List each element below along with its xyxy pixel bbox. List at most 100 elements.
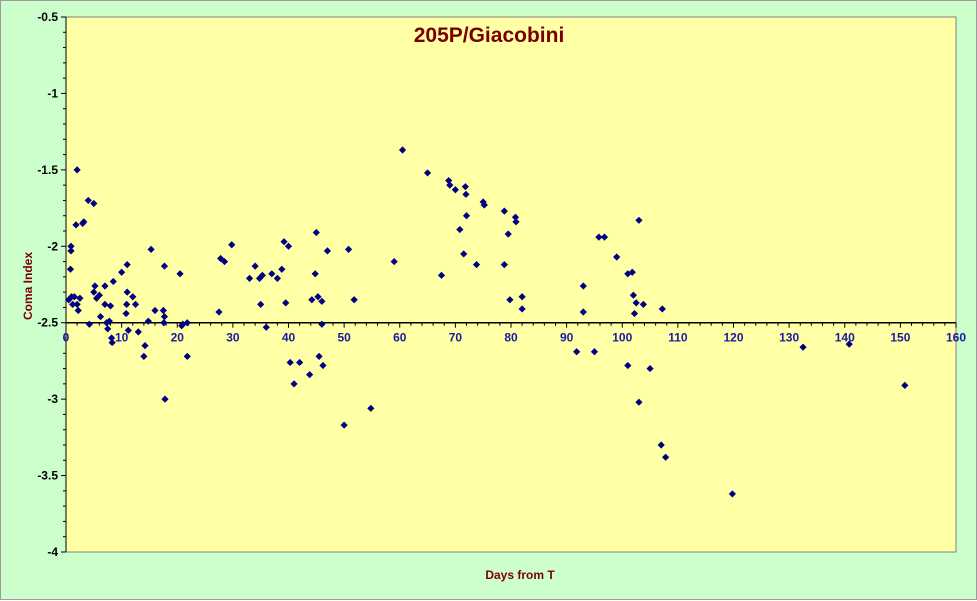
data-point — [319, 361, 327, 370]
data-point — [456, 225, 464, 234]
data-point — [318, 297, 326, 305]
data-point — [268, 270, 276, 278]
data-point — [73, 166, 81, 174]
data-point — [282, 299, 290, 307]
x-tick-label: 130 — [779, 331, 799, 345]
data-point — [95, 291, 103, 299]
data-point — [462, 190, 470, 198]
data-point — [662, 453, 670, 461]
data-point — [123, 300, 131, 308]
data-point — [635, 398, 643, 406]
data-point — [129, 293, 137, 301]
data-point — [632, 299, 640, 307]
y-ticks: -0.5 -1 -1.5 -2 -2.5 -3 -3.5 -4 — [37, 10, 66, 559]
data-point — [579, 308, 587, 316]
x-tick-label: 160 — [946, 331, 966, 345]
data-point — [340, 421, 348, 429]
data-point — [262, 323, 270, 331]
y-tick-label: -1.5 — [37, 163, 58, 177]
x-tick-label: 80 — [504, 331, 518, 345]
data-point — [123, 261, 131, 269]
y-tick-label: -3 — [47, 392, 58, 406]
data-point — [628, 268, 636, 276]
data-point — [311, 270, 319, 278]
data-point — [658, 305, 666, 313]
data-point — [635, 216, 643, 224]
y-tick-label: -2 — [47, 239, 58, 253]
data-point — [728, 490, 736, 498]
data-point — [74, 306, 82, 315]
data-point — [118, 268, 126, 276]
data-point — [799, 343, 807, 351]
data-point — [73, 300, 81, 308]
data-point — [646, 364, 654, 373]
data-point — [500, 261, 508, 269]
data-point — [461, 183, 469, 191]
data-point — [84, 196, 92, 205]
data-point — [296, 358, 304, 367]
data-point — [76, 294, 84, 302]
data-point — [140, 352, 148, 360]
data-point — [506, 296, 514, 304]
data-point — [290, 380, 298, 388]
data-point — [106, 302, 115, 310]
data-point — [280, 238, 288, 246]
data-point — [286, 358, 294, 367]
x-tick-label: 0 — [63, 331, 70, 345]
data-point — [255, 274, 264, 282]
data-point — [657, 441, 665, 449]
data-point — [228, 241, 236, 249]
data-point — [624, 361, 632, 370]
plot-area — [65, 16, 957, 553]
data-point — [512, 218, 520, 226]
x-ticks: 0 10 20 30 40 50 60 70 80 90 100 110 120 130 140 150 160 — [63, 322, 966, 345]
data-point — [131, 300, 140, 308]
data-point — [66, 265, 75, 273]
data-point — [312, 228, 320, 237]
y-tick-label: -1 — [47, 86, 58, 100]
data-point — [90, 288, 98, 296]
y-tick-label: -3.5 — [37, 469, 58, 483]
data-point — [245, 274, 254, 282]
data-point — [70, 293, 78, 301]
data-point — [306, 371, 314, 379]
data-point — [251, 262, 259, 270]
x-tick-label: 70 — [449, 331, 463, 345]
data-point — [500, 207, 508, 215]
data-point — [134, 328, 142, 336]
data-point — [80, 218, 88, 226]
data-point — [96, 313, 105, 321]
data-point — [284, 242, 293, 250]
data-point — [67, 242, 75, 250]
data-point — [278, 265, 286, 273]
x-tick-label: 120 — [723, 331, 743, 345]
data-point — [220, 257, 229, 266]
data-point — [160, 262, 169, 270]
data-point — [105, 317, 113, 325]
data-point — [183, 352, 191, 360]
data-point — [350, 296, 358, 304]
data-point — [147, 245, 155, 253]
data-point — [91, 282, 99, 290]
x-tick-label: 110 — [668, 331, 688, 345]
data-point — [344, 245, 353, 253]
data-point — [161, 395, 169, 403]
x-tick-label: 150 — [890, 331, 910, 345]
data-point — [595, 233, 603, 241]
y-tick-label: -0.5 — [37, 10, 58, 24]
x-tick-label: 40 — [282, 331, 296, 345]
data-point — [104, 325, 112, 333]
data-point — [451, 186, 459, 194]
data-point — [423, 169, 432, 177]
data-point — [217, 254, 225, 263]
data-point — [101, 282, 109, 290]
data-point — [67, 247, 75, 255]
data-point — [183, 319, 191, 327]
data-point — [90, 199, 98, 208]
x-tick-label: 140 — [835, 331, 855, 345]
data-point — [367, 404, 375, 412]
data-point — [460, 250, 468, 258]
data-point — [159, 306, 167, 315]
